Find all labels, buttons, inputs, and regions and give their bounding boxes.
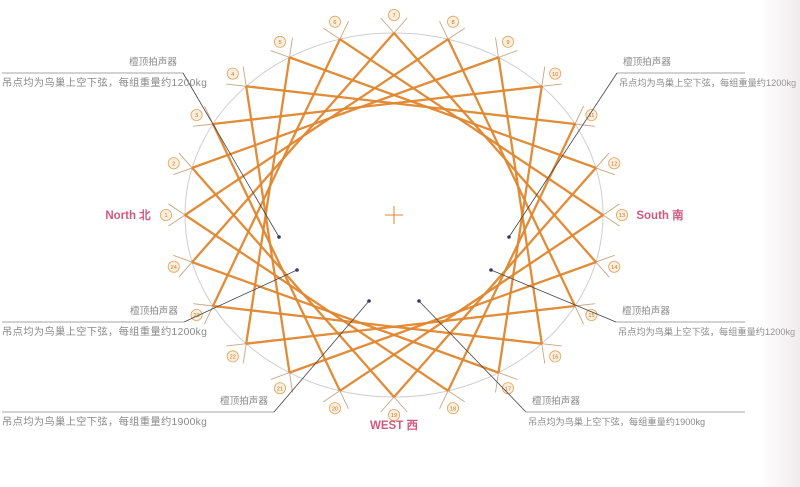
svg-text:吊点均为鸟巢上空下弦，每组重量约1200kg: 吊点均为鸟巢上空下弦，每组重量约1200kg <box>2 325 207 338</box>
svg-text:吊点均为鸟巢上空下弦，每组重量约1900kg: 吊点均为鸟巢上空下弦，每组重量约1900kg <box>528 416 705 427</box>
svg-text:22: 22 <box>230 355 236 361</box>
svg-text:吊点均为鸟巢上空下弦，每组重量约1900kg: 吊点均为鸟巢上空下弦，每组重量约1900kg <box>2 415 207 428</box>
svg-text:20: 20 <box>332 406 338 412</box>
svg-text:1: 1 <box>164 213 167 219</box>
svg-text:吊点均为鸟巢上空下弦，每组重量约1200kg: 吊点均为鸟巢上空下弦，每组重量约1200kg <box>618 326 795 337</box>
svg-text:24: 24 <box>171 265 177 271</box>
svg-text:South 南: South 南 <box>636 208 684 222</box>
svg-text:13: 13 <box>619 213 625 219</box>
svg-text:9: 9 <box>506 40 509 46</box>
svg-text:16: 16 <box>552 355 558 361</box>
svg-text:15: 15 <box>588 313 594 319</box>
svg-text:19: 19 <box>391 413 397 419</box>
svg-text:8: 8 <box>451 20 454 26</box>
svg-text:2: 2 <box>172 161 175 167</box>
svg-text:14: 14 <box>611 265 617 271</box>
svg-text:吊点均为鸟巢上空下弦，每组重量约1200kg: 吊点均为鸟巢上空下弦，每组重量约1200kg <box>619 77 796 88</box>
svg-text:11: 11 <box>589 113 595 119</box>
svg-text:吊点均为鸟巢上空下弦，每组重量约1200kg: 吊点均为鸟巢上空下弦，每组重量约1200kg <box>2 76 207 89</box>
svg-text:4: 4 <box>231 72 234 78</box>
svg-text:檀顶拍声器: 檀顶拍声器 <box>220 395 268 407</box>
svg-text:檀顶拍声器: 檀顶拍声器 <box>622 305 670 317</box>
svg-text:檀顶拍声器: 檀顶拍声器 <box>130 305 178 317</box>
svg-text:3: 3 <box>195 113 198 119</box>
svg-text:18: 18 <box>450 406 456 412</box>
svg-text:North 北: North 北 <box>105 208 151 222</box>
svg-text:7: 7 <box>392 13 395 19</box>
svg-text:檀顶拍声器: 檀顶拍声器 <box>532 395 580 407</box>
svg-text:檀顶拍声器: 檀顶拍声器 <box>623 56 671 68</box>
svg-text:5: 5 <box>278 40 281 46</box>
svg-text:10: 10 <box>552 72 558 78</box>
svg-text:6: 6 <box>333 20 336 26</box>
svg-text:21: 21 <box>277 386 283 392</box>
svg-text:12: 12 <box>611 161 617 167</box>
svg-text:WEST 西: WEST 西 <box>370 419 418 432</box>
svg-text:檀顶拍声器: 檀顶拍声器 <box>129 56 177 68</box>
